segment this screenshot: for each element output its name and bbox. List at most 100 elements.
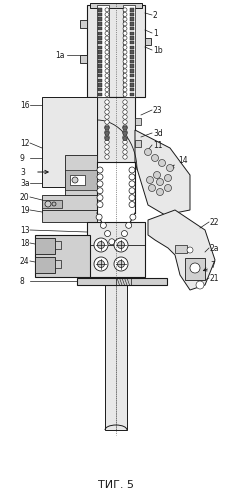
- Circle shape: [122, 145, 127, 149]
- Circle shape: [122, 12, 126, 16]
- Circle shape: [122, 50, 126, 54]
- Polygon shape: [147, 210, 214, 290]
- Circle shape: [128, 181, 134, 187]
- Text: 8: 8: [20, 276, 25, 285]
- Text: 23: 23: [152, 106, 162, 115]
- Circle shape: [122, 41, 126, 45]
- Circle shape: [122, 136, 127, 140]
- Bar: [129, 31, 134, 35]
- Text: 1b: 1b: [152, 45, 162, 54]
- Circle shape: [122, 150, 127, 154]
- Circle shape: [128, 188, 134, 194]
- Bar: [97, 55, 102, 58]
- Bar: [129, 83, 134, 87]
- Circle shape: [129, 214, 135, 220]
- Bar: [129, 36, 134, 40]
- Circle shape: [105, 41, 109, 45]
- Bar: [97, 69, 102, 73]
- Circle shape: [105, 22, 109, 26]
- Text: 20: 20: [20, 193, 30, 202]
- Text: 16: 16: [20, 101, 30, 110]
- Circle shape: [104, 130, 109, 134]
- Circle shape: [105, 74, 109, 78]
- Circle shape: [113, 238, 128, 252]
- Bar: [97, 36, 102, 40]
- Text: 3d: 3d: [152, 128, 162, 137]
- Circle shape: [122, 69, 126, 73]
- Circle shape: [128, 195, 134, 201]
- Bar: [97, 83, 102, 87]
- Bar: [65, 155, 97, 205]
- Circle shape: [122, 26, 126, 30]
- Circle shape: [164, 174, 171, 181]
- Bar: [129, 88, 134, 92]
- Bar: [129, 41, 134, 44]
- Circle shape: [122, 83, 126, 87]
- Text: 21: 21: [209, 273, 219, 282]
- Circle shape: [122, 55, 126, 59]
- Circle shape: [104, 150, 109, 154]
- Circle shape: [104, 126, 109, 130]
- Circle shape: [122, 155, 127, 159]
- Bar: [77, 278, 166, 285]
- Bar: [55, 260, 61, 268]
- Bar: [129, 22, 134, 25]
- Circle shape: [105, 88, 109, 92]
- Bar: [42, 195, 97, 213]
- Bar: [87, 222, 144, 277]
- Bar: [97, 17, 102, 21]
- Circle shape: [97, 260, 104, 267]
- Text: 24: 24: [20, 256, 30, 265]
- Circle shape: [156, 178, 163, 185]
- Circle shape: [122, 8, 126, 12]
- Polygon shape: [134, 130, 189, 215]
- Bar: [97, 97, 134, 162]
- Circle shape: [105, 64, 109, 68]
- Bar: [87, 5, 144, 97]
- Circle shape: [122, 74, 126, 78]
- Circle shape: [105, 59, 109, 64]
- Bar: [134, 118, 140, 125]
- Circle shape: [122, 125, 127, 129]
- Bar: [35, 257, 55, 273]
- Bar: [129, 93, 134, 96]
- Circle shape: [117, 239, 123, 245]
- Bar: [80, 20, 87, 28]
- Bar: [129, 55, 134, 58]
- Bar: [97, 27, 102, 30]
- Circle shape: [105, 45, 109, 49]
- Text: 13: 13: [20, 226, 30, 235]
- Circle shape: [122, 17, 126, 21]
- Circle shape: [122, 140, 127, 144]
- Circle shape: [105, 83, 109, 87]
- Bar: [70, 175, 85, 185]
- Circle shape: [97, 242, 104, 249]
- Text: 1: 1: [152, 28, 157, 37]
- Circle shape: [122, 130, 127, 134]
- Circle shape: [122, 131, 127, 135]
- Bar: [90, 3, 141, 8]
- Circle shape: [72, 177, 78, 183]
- Text: 3: 3: [20, 167, 25, 176]
- Bar: [129, 74, 134, 77]
- Circle shape: [189, 263, 199, 273]
- Circle shape: [97, 174, 103, 180]
- Circle shape: [144, 148, 151, 155]
- Circle shape: [122, 45, 126, 49]
- Circle shape: [156, 189, 163, 196]
- Text: 1a: 1a: [55, 50, 64, 59]
- Bar: [97, 93, 102, 96]
- Circle shape: [94, 257, 108, 271]
- Circle shape: [122, 59, 126, 64]
- Bar: [144, 38, 150, 45]
- Text: 7: 7: [209, 260, 214, 269]
- Circle shape: [104, 110, 109, 114]
- Text: 3a: 3a: [20, 178, 30, 188]
- Circle shape: [158, 159, 165, 166]
- Bar: [97, 41, 102, 44]
- Bar: [129, 64, 134, 68]
- Text: ΤИГ. 5: ΤИГ. 5: [97, 480, 134, 490]
- Circle shape: [105, 36, 109, 40]
- Text: 19: 19: [20, 206, 30, 215]
- Circle shape: [153, 171, 160, 178]
